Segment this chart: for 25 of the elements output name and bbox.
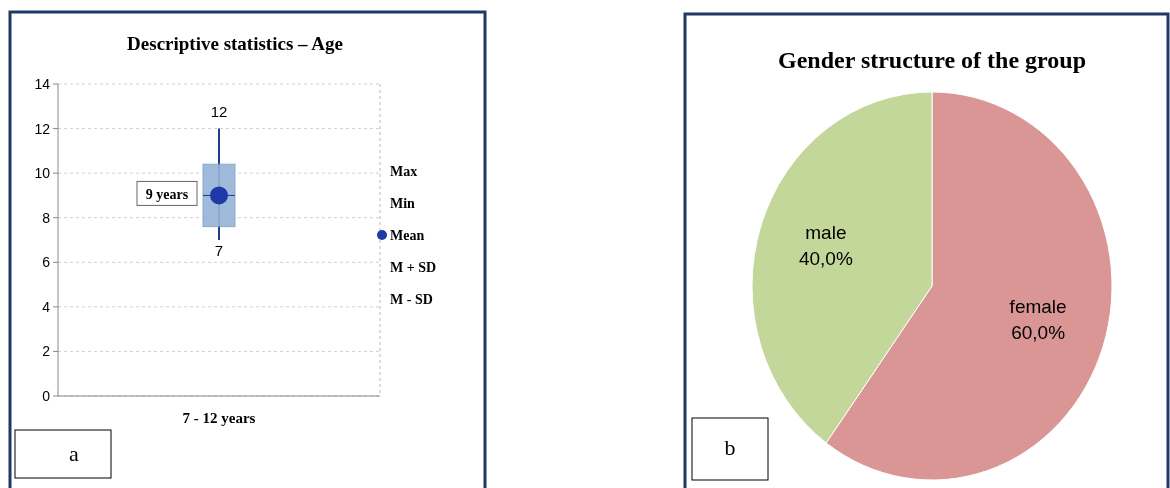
slice-label: female <box>1009 296 1067 318</box>
text: Mean <box>390 228 425 243</box>
y-tick-label: 2 <box>42 343 51 360</box>
chart-title: Gender structure of the group <box>778 47 1086 73</box>
text: M + SD <box>390 260 437 275</box>
y-tick-label: 6 <box>42 254 51 271</box>
text: Min <box>390 196 416 211</box>
chart-title: Descriptive statistics – Age <box>127 33 343 54</box>
annotation: 7 <box>214 242 224 259</box>
text: b <box>724 435 736 460</box>
data-label: 40,0% <box>798 247 853 269</box>
text: M - SD <box>390 292 433 307</box>
text: a <box>69 441 80 466</box>
annotation: 12 <box>210 102 228 120</box>
y-tick-label: 0 <box>42 388 51 404</box>
annotation: 9 years <box>145 187 189 203</box>
y-tick-label: 8 <box>42 209 51 226</box>
y-tick-label: 12 <box>34 120 51 137</box>
y-tick-label: 10 <box>34 165 51 182</box>
x-tick-label: 7 - 12 years <box>182 410 256 426</box>
data-label: 60,0% <box>1011 322 1066 344</box>
text: Max <box>390 164 418 179</box>
y-tick-label: 14 <box>34 76 51 92</box>
slice-label: male <box>805 221 847 243</box>
y-tick-label: 4 <box>42 298 51 315</box>
